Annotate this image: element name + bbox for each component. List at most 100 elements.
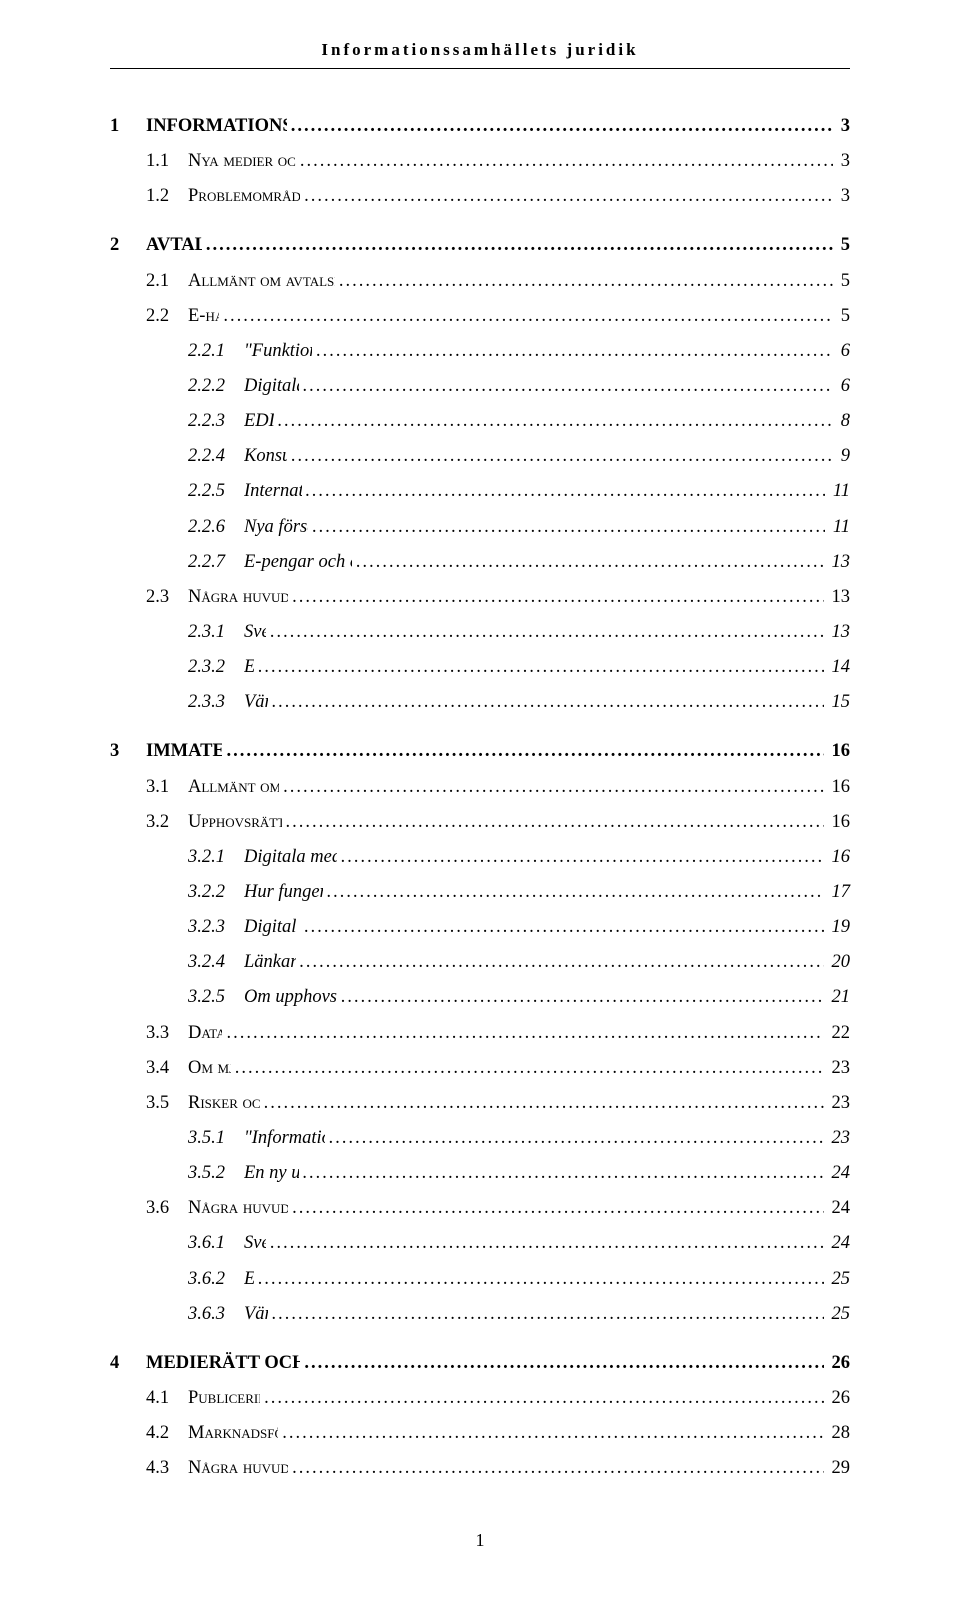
toc-leader-dots — [292, 1191, 823, 1226]
toc-entry-page: 14 — [828, 650, 851, 685]
toc-entry-number: 2.3.3 — [188, 685, 244, 720]
toc-entry-label: Om upphovsrättsförvaltande system — [244, 980, 337, 1015]
toc-entry-number: 1.1 — [146, 144, 188, 179]
toc-entry[interactable]: 4MEDIERÄTT OCH MARKNADSFÖRINGSRÄTT26 — [110, 1346, 850, 1381]
toc-entry-number: 2.2 — [146, 299, 188, 334]
toc-entry[interactable]: 2.2E-handel5 — [110, 299, 850, 334]
toc-entry-page: 25 — [828, 1262, 851, 1297]
toc-entry-number: 4.3 — [146, 1451, 188, 1486]
toc-entry[interactable]: 3.2.5Om upphovsrättsförvaltande system21 — [110, 980, 850, 1015]
toc-entry[interactable]: 4.3Några huvudlinjer i utvecklingen29 — [110, 1451, 850, 1486]
toc-entry[interactable]: 3.5Risker och möjligheter23 — [110, 1086, 850, 1121]
toc-entry-number: 3.6.1 — [188, 1226, 244, 1261]
toc-entry[interactable]: 4.1Publicering och ansvar26 — [110, 1381, 850, 1416]
toc-entry-page: 21 — [828, 980, 851, 1015]
toc-entry-page: 23 — [828, 1051, 851, 1086]
toc-entry[interactable]: 2.3.3Världen15 — [110, 685, 850, 720]
toc-entry[interactable]: 3.4Om mjukvara23 — [110, 1051, 850, 1086]
toc-entry-page: 24 — [828, 1191, 851, 1226]
toc-entry[interactable]: 3.6.3Världen25 — [110, 1297, 850, 1332]
toc-entry-label: En ny upphovsrätt? — [244, 1156, 299, 1191]
toc-entry-label: Allmänt om avtalsrätten och informations… — [188, 264, 335, 299]
toc-entry-label: Digitala signaturer — [244, 369, 299, 404]
toc-leader-dots — [226, 1016, 823, 1051]
toc-entry[interactable]: 2AVTALSRÄTT5 — [110, 228, 850, 263]
toc-entry-number: 3.2.1 — [188, 840, 244, 875]
toc-leader-dots — [258, 1262, 823, 1297]
toc-entry[interactable]: 3.6Några huvudlinjer i utvecklingen24 — [110, 1191, 850, 1226]
toc-leader-dots — [270, 1226, 823, 1261]
toc-entry[interactable]: 1.1Nya medier och nya förutsättningar3 — [110, 144, 850, 179]
toc-entry-number: 3.2.2 — [188, 875, 244, 910]
toc-entry[interactable]: 2.2.5Internationella avtal11 — [110, 474, 850, 509]
toc-entry-page: 13 — [828, 615, 851, 650]
toc-entry-number: 3.5.1 — [188, 1121, 244, 1156]
toc-entry-label: Databaser — [188, 1016, 222, 1051]
toc-entry-page: 16 — [828, 734, 851, 769]
toc-entry-number: 2 — [110, 228, 146, 263]
toc-entry-page: 13 — [828, 545, 851, 580]
toc-entry-number: 2.2.4 — [188, 439, 244, 474]
toc-entry-page: 11 — [829, 510, 850, 545]
toc-entry[interactable]: 1INFORMATIONSSAMHÄLLETS JURIDIK3 — [110, 109, 850, 144]
toc-entry-page: 26 — [828, 1346, 851, 1381]
toc-entry[interactable]: 3.2.1Digitala medier – hot och möjlighet… — [110, 840, 850, 875]
header-rule — [110, 68, 850, 69]
toc-leader-dots — [235, 1051, 824, 1086]
toc-entry-label: AVTALSRÄTT — [146, 228, 202, 263]
toc-leader-dots — [303, 369, 833, 404]
toc-entry-page: 8 — [837, 404, 850, 439]
toc-entry-page: 6 — [837, 369, 850, 404]
toc-entry-number: 2.2.1 — [188, 334, 244, 369]
toc-entry[interactable]: 3.6.2EU25 — [110, 1262, 850, 1297]
toc-entry-page: 17 — [828, 875, 851, 910]
toc-entry[interactable]: 4.2Marknadsföring och Internet28 — [110, 1416, 850, 1451]
toc-entry[interactable]: 3.2.2Hur fungerar upphovsrätten?17 — [110, 875, 850, 910]
toc-leader-dots — [300, 144, 833, 179]
toc-leader-dots — [292, 580, 823, 615]
toc-leader-dots — [291, 439, 833, 474]
toc-entry[interactable]: 2.3Några huvudlinjer i utvecklingen13 — [110, 580, 850, 615]
toc-entry[interactable]: 3.3Databaser22 — [110, 1016, 850, 1051]
toc-leader-dots — [272, 685, 824, 720]
toc-entry-label: E-handel — [188, 299, 219, 334]
toc-entry-label: Nya medier och nya förutsättningar — [188, 144, 296, 179]
toc-leader-dots — [286, 805, 824, 840]
toc-entry[interactable]: 3.5.1"Information wants to be free"23 — [110, 1121, 850, 1156]
toc-entry[interactable]: 2.3.1Sverige13 — [110, 615, 850, 650]
toc-entry[interactable]: 2.3.2EU14 — [110, 650, 850, 685]
toc-entry[interactable]: 2.1Allmänt om avtalsrätten och informati… — [110, 264, 850, 299]
toc-entry-number: 3.2 — [146, 805, 188, 840]
toc-leader-dots — [270, 615, 823, 650]
toc-leader-dots — [272, 1297, 824, 1332]
toc-entry-label: Marknadsföring och Internet — [188, 1416, 278, 1451]
toc-entry[interactable]: 2.2.2Digitala signaturer6 — [110, 369, 850, 404]
toc-leader-dots — [312, 510, 824, 545]
toc-entry[interactable]: 3.2Upphovsrätt i globala nätverk16 — [110, 805, 850, 840]
toc-entry[interactable]: 3IMMATERIALRÄTT16 — [110, 734, 850, 769]
toc-leader-dots — [303, 1156, 824, 1191]
table-of-contents: 1INFORMATIONSSAMHÄLLETS JURIDIK31.1Nya m… — [110, 109, 850, 1486]
toc-entry-page: 26 — [828, 1381, 851, 1416]
toc-entry-number: 3.5 — [146, 1086, 188, 1121]
toc-entry[interactable]: 3.5.2En ny upphovsrätt?24 — [110, 1156, 850, 1191]
toc-entry-label: Om mjukvara — [188, 1051, 231, 1086]
running-header-title: Informationssamhällets juridik — [110, 40, 850, 60]
toc-leader-dots — [304, 179, 833, 214]
toc-entry[interactable]: 2.2.1"Funktionell ekvivalens"6 — [110, 334, 850, 369]
toc-entry-label: E-pengar och elektroniska betalningsyste… — [244, 545, 352, 580]
toc-entry[interactable]: 3.6.1Sverige24 — [110, 1226, 850, 1261]
toc-entry[interactable]: 2.2.7E-pengar och elektroniska betalning… — [110, 545, 850, 580]
toc-entry[interactable]: 3.1Allmänt om Immaterialrätten16 — [110, 770, 850, 805]
toc-entry[interactable]: 1.2Problemområden och pågående arbete3 — [110, 179, 850, 214]
toc-entry[interactable]: 3.2.3Digital Upphovsrätt19 — [110, 910, 850, 945]
toc-entry-number: 4.1 — [146, 1381, 188, 1416]
toc-entry-number: 3.3 — [146, 1016, 188, 1051]
toc-entry[interactable]: 2.2.4Konsumenträtt9 — [110, 439, 850, 474]
toc-entry-label: Sverige — [244, 615, 266, 650]
toc-entry[interactable]: 2.2.6Nya försäljningsformer11 — [110, 510, 850, 545]
toc-entry-label: INFORMATIONSSAMHÄLLETS JURIDIK — [146, 109, 287, 144]
toc-entry[interactable]: 3.2.4Länkar och ramar20 — [110, 945, 850, 980]
page-number: 1 — [110, 1530, 850, 1551]
toc-entry[interactable]: 2.2.3EDI-avtal8 — [110, 404, 850, 439]
